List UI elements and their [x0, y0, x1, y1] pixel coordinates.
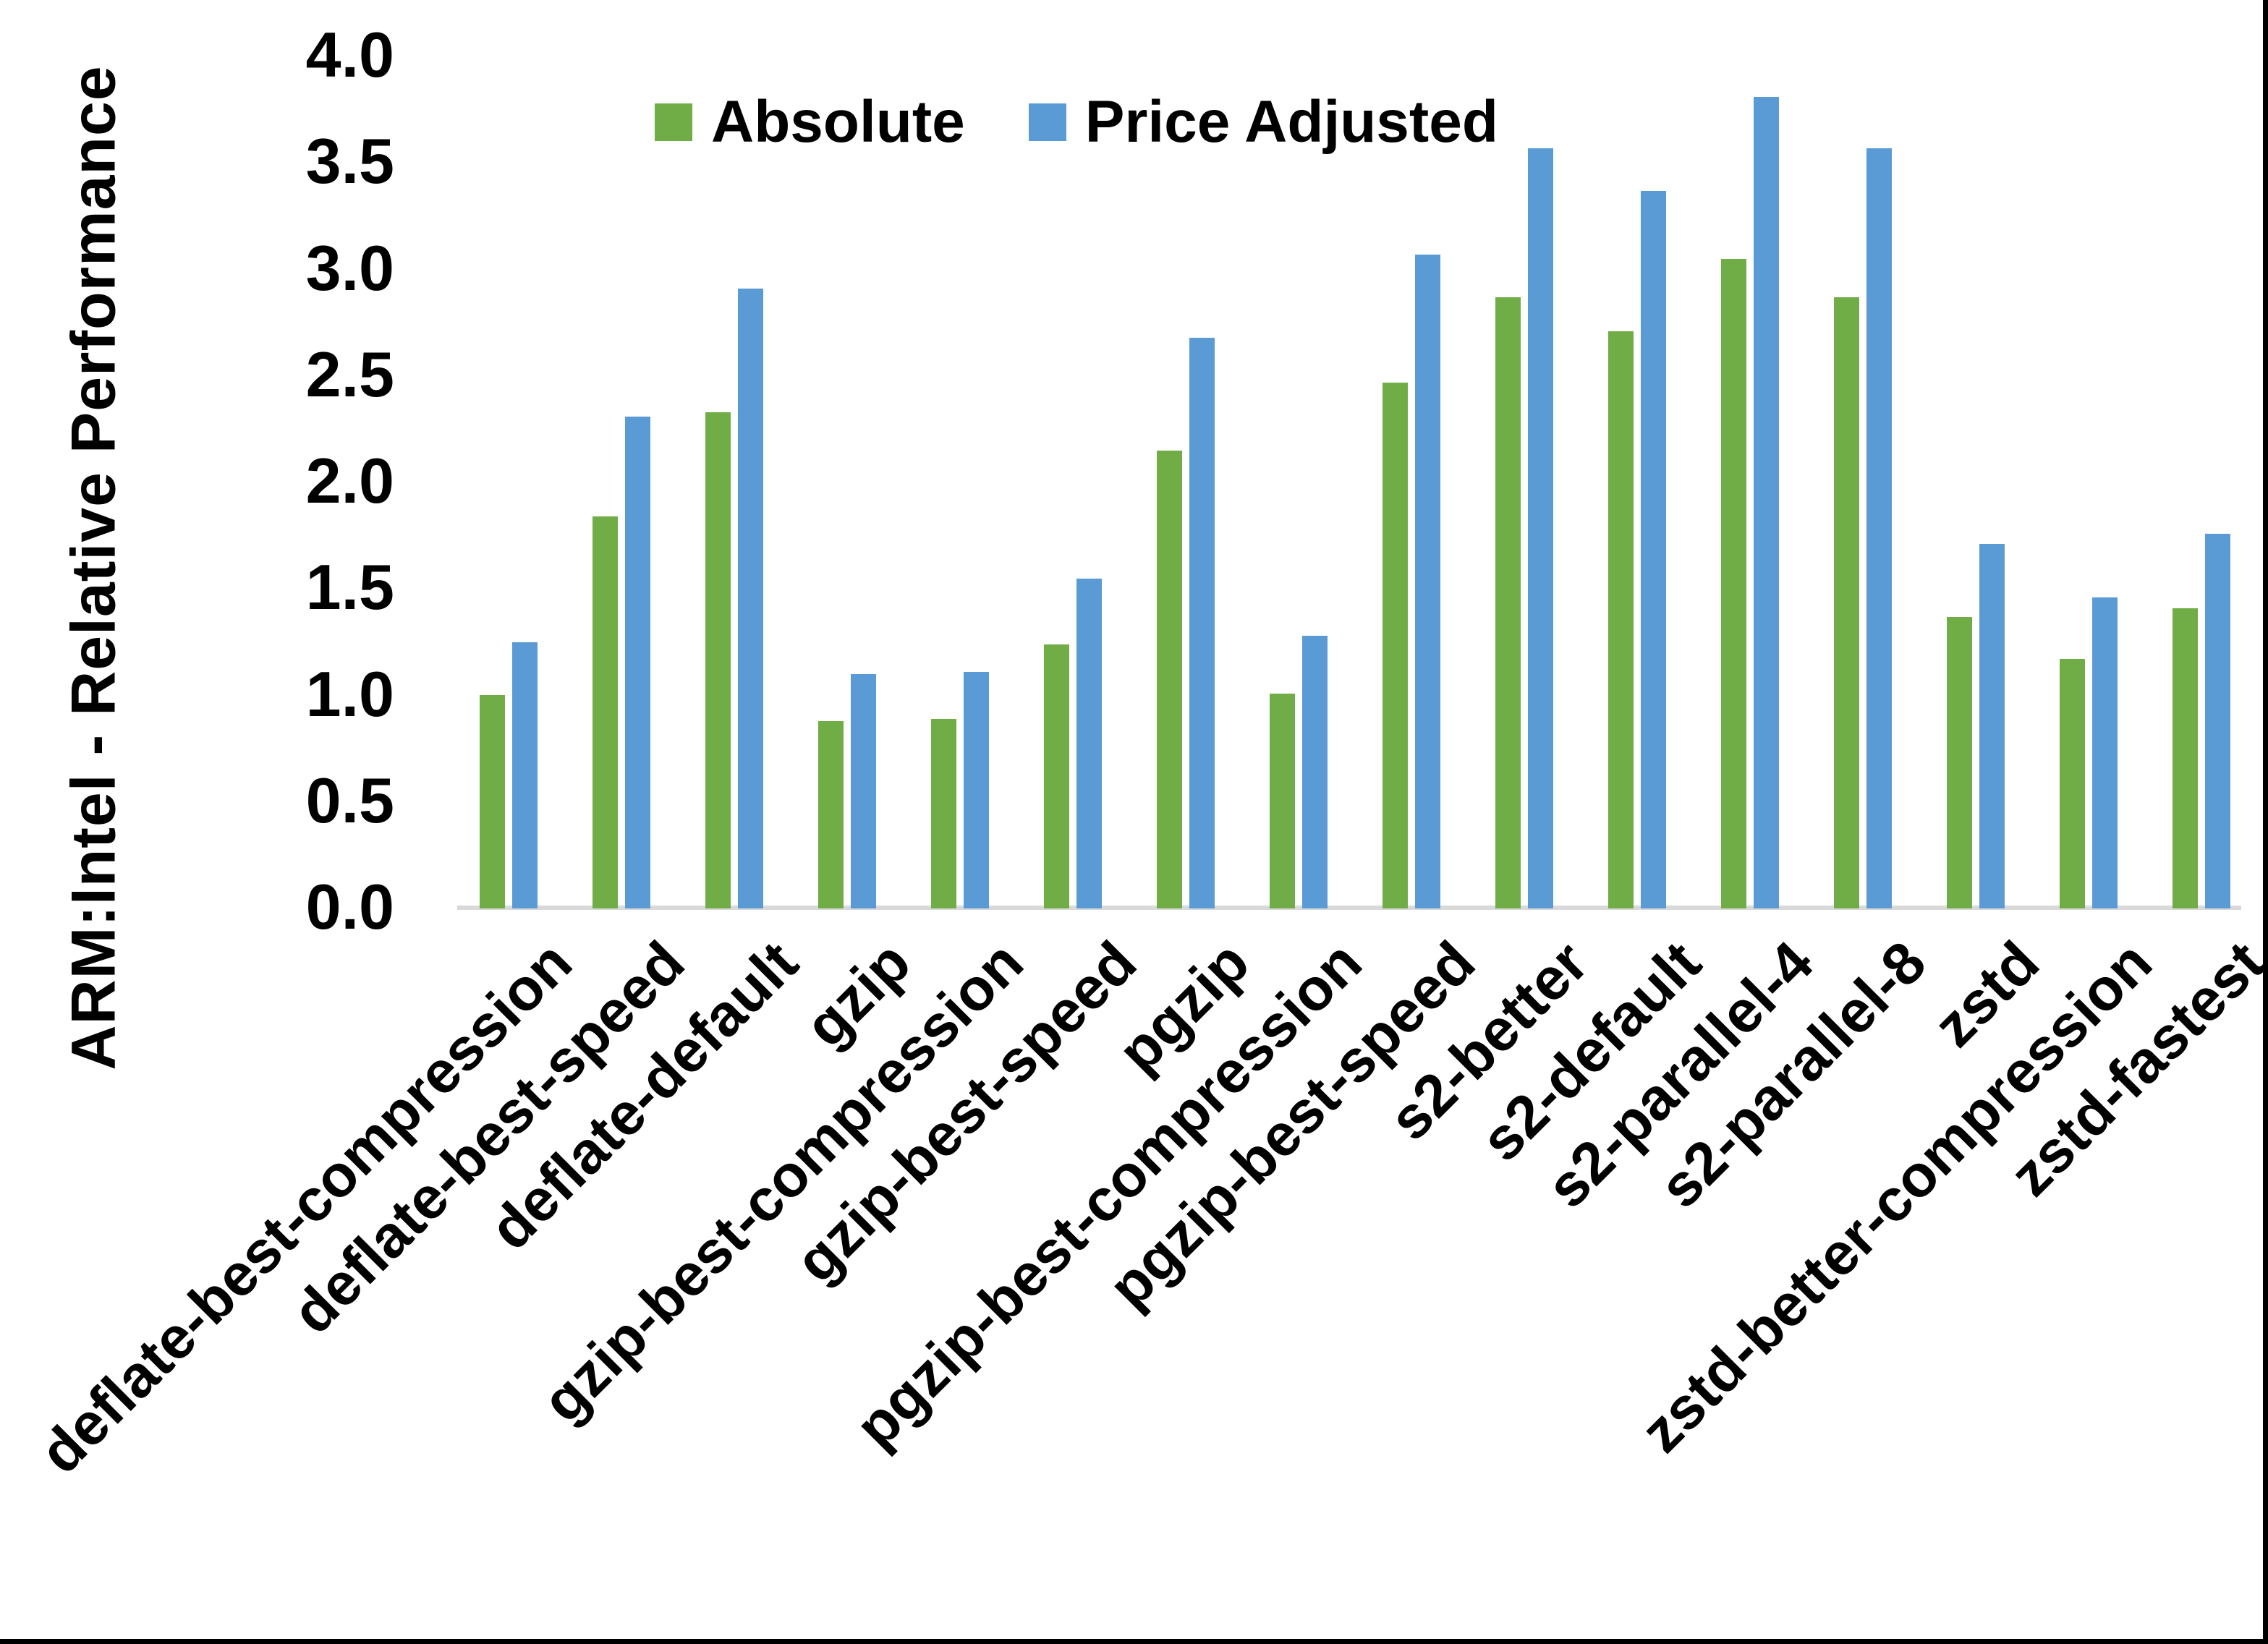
bar-absolute-deflate-best-speed — [593, 516, 618, 908]
bar-price-adjusted-s2-default — [1641, 191, 1666, 908]
y-tick-label-3.0: 3.0 — [305, 231, 394, 304]
screenshot-edge-border-bottom — [0, 1639, 2268, 1644]
y-tick-label-4.0: 4.0 — [305, 18, 394, 90]
legend-swatch-icon — [655, 103, 692, 141]
bar-absolute-s2-parallel-4 — [1721, 259, 1746, 908]
bar-absolute-s2-default — [1608, 331, 1634, 908]
bar-price-adjusted-pgzip-best-compression — [1302, 636, 1328, 908]
bar-absolute-pgzip — [1157, 451, 1182, 908]
y-tick-label-2.5: 2.5 — [305, 338, 394, 410]
bar-absolute-s2-better — [1495, 297, 1521, 908]
bar-absolute-deflate-best-compression — [480, 695, 505, 908]
bar-price-adjusted-zstd — [1979, 544, 2005, 908]
bar-price-adjusted-gzip-best-compression — [964, 672, 989, 908]
y-tick-label-0.5: 0.5 — [305, 764, 394, 836]
bar-absolute-zstd-fastest — [2173, 608, 2198, 908]
y-tick-label-3.5: 3.5 — [305, 125, 394, 197]
bar-absolute-s2-parallel-8 — [1834, 297, 1859, 908]
bar-price-adjusted-zstd-better-compression — [2092, 597, 2118, 908]
bar-price-adjusted-pgzip — [1189, 338, 1215, 908]
bar-price-adjusted-gzip — [851, 674, 876, 908]
bar-absolute-zstd-better-compression — [2060, 659, 2085, 908]
bar-absolute-pgzip-best-compression — [1270, 694, 1295, 908]
bar-absolute-deflate-default — [705, 412, 731, 908]
bar-price-adjusted-pgzip-best-speed — [1415, 255, 1440, 908]
bar-absolute-zstd — [1947, 617, 1972, 908]
y-tick-label-1.0: 1.0 — [305, 657, 394, 730]
y-tick-label-2.0: 2.0 — [305, 444, 394, 516]
screenshot-edge-border-right — [2263, 0, 2268, 1644]
x-axis-line — [457, 906, 2241, 910]
bar-price-adjusted-s2-parallel-8 — [1866, 148, 1892, 908]
y-axis-title: ARM:Intel - Relative Performance — [59, 65, 129, 1070]
y-tick-label-1.5: 1.5 — [305, 551, 394, 623]
bar-price-adjusted-s2-parallel-4 — [1754, 97, 1779, 908]
bar-absolute-gzip-best-compression — [931, 719, 956, 908]
bar-absolute-gzip — [818, 721, 844, 908]
bar-price-adjusted-gzip-best-speed — [1076, 579, 1102, 908]
bar-price-adjusted-deflate-best-speed — [625, 417, 650, 908]
legend-item-absolute: Absolute — [655, 93, 965, 152]
bar-price-adjusted-deflate-best-compression — [512, 642, 538, 908]
legend-label: Price Adjusted — [1084, 89, 1498, 155]
bar-absolute-pgzip-best-speed — [1383, 383, 1408, 908]
bar-price-adjusted-deflate-default — [738, 289, 763, 908]
legend-label: Absolute — [711, 89, 965, 155]
bar-price-adjusted-zstd-fastest — [2205, 534, 2230, 908]
y-tick-label-0.0: 0.0 — [305, 870, 394, 942]
legend-item-price-adjusted: Price Adjusted — [1028, 89, 1498, 155]
bar-price-adjusted-s2-better — [1528, 148, 1553, 908]
bar-absolute-gzip-best-speed — [1044, 644, 1069, 908]
legend-swatch-icon — [1028, 103, 1066, 141]
legend: Absolute Price Adjusted — [655, 93, 1498, 152]
